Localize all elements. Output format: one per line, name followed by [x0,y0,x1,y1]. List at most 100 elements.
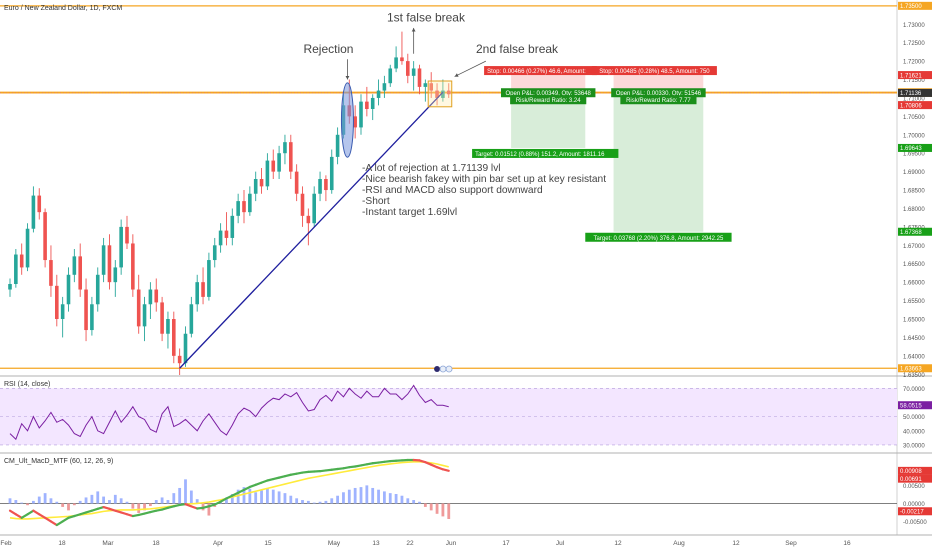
macd-histogram-bar [266,488,269,504]
time-tick-label: 15 [264,540,272,547]
candle-body [119,227,123,268]
candle-body [213,245,217,260]
macd-histogram-bar [61,503,64,506]
price-tag-label: 1.71621 [900,73,922,79]
candle-body [365,102,369,109]
macd-histogram-bar [348,490,351,504]
macd-histogram-bar [32,501,35,504]
macd-histogram-bar [14,500,17,503]
candle-body [254,179,258,194]
time-tick-label: 12 [732,540,740,547]
macd-histogram-bar [149,503,152,506]
rsi-tick-label: 70.0000 [903,387,925,393]
candle-body [371,98,375,109]
time-tick-label: 13 [372,540,380,547]
macd-histogram-bar [155,500,158,503]
note-line: -A lot of rejection at 1.71139 lvl [362,163,501,174]
macd-histogram-bar [365,485,368,503]
price-tick-label: 1.64500 [903,336,925,342]
macd-histogram-bar [55,502,58,504]
candle-body [318,179,322,194]
candle-body [172,319,176,356]
rr-label-1-text: Risk/Reward Ratio: 3.24 [516,98,581,104]
event-icon [434,366,440,372]
macd-histogram-bar [319,502,322,504]
candle-body [307,216,311,223]
macd-histogram-bar [401,496,404,504]
macd-histogram-bar [377,490,380,504]
macd-histogram-bar [412,500,415,503]
price-tick-label: 1.73000 [903,23,925,29]
target-label-1-text: Target: 0.01512 (0.88%) 151.2, Amount: 1… [475,152,605,158]
macd-histogram-bar [295,498,298,503]
candle-body [73,256,77,274]
macd-histogram-bar [389,493,392,503]
macd-histogram-bar [172,493,175,503]
candle-body [383,83,387,90]
candle-body [312,194,316,223]
macd-histogram-bar [301,500,304,503]
macd-histogram-bar [137,503,140,512]
macd-histogram-bar [278,491,281,503]
second-false-break-label: 2nd false break [476,42,559,56]
candle-body [143,304,147,326]
macd-histogram-bar [102,497,105,504]
stop-label-1-text: Stop: 0.00466 (0.27%) 46.6, Amount: [487,69,586,75]
time-tick-label: Feb [0,540,12,547]
macd-histogram-bar [44,493,47,503]
time-tick-label: 18 [152,540,160,547]
price-tag-label: 1.63663 [900,367,922,373]
candle-body [178,356,182,363]
rejection-ellipse[interactable] [341,83,353,157]
price-tick-label: 1.72000 [903,60,925,66]
macd-histogram-bar [114,495,117,504]
macd-histogram-bar [79,501,82,504]
candle-body [418,68,422,86]
time-tick-label: 18 [58,540,66,547]
note-line: -RSI and MACD also support downward [362,185,543,196]
candle-body [26,229,30,268]
chart-title: Euro / New Zealand Dollar, 1D, FXCM [4,5,122,12]
candle-body [67,275,71,304]
price-tag-label: 1.71136 [900,91,922,97]
candle-body [231,216,235,238]
time-tick-label: 16 [843,540,851,547]
candle-body [201,282,205,297]
price-tag-label: 1.69643 [900,146,922,152]
candle-body [336,135,340,157]
candle-body [8,284,12,290]
candle-body [102,245,106,274]
candle-body [166,319,170,334]
candle-body [359,102,363,128]
macd-histogram-bar [254,492,257,503]
macd-histogram-bar [96,491,99,503]
macd-histogram-bar [108,500,111,503]
macd-histogram-bar [167,500,170,503]
time-tick-label: Apr [213,540,224,547]
price-tick-label: 1.68500 [903,189,925,195]
candle-body [394,57,398,68]
rsi-label: RSI (14, close) [4,381,50,388]
macd-histogram-bar [126,502,129,504]
price-tick-label: 1.64000 [903,354,925,360]
rejection-label: Rejection [303,42,353,56]
event-icons[interactable] [434,366,452,372]
candle-body [424,83,428,87]
macd-tick-label: 0.00500 [903,484,925,490]
macd-histogram-bar [73,503,76,505]
candle-body [277,153,281,171]
candle-body [412,68,416,75]
macd-histogram-bar [26,503,29,505]
time-tick-label: Jun [446,540,457,547]
macd-histogram-bar [184,479,187,503]
candle-body [225,231,229,238]
macd-histogram-bar [161,497,164,503]
candle-body [108,245,112,282]
macd-histogram-bar [178,488,181,504]
price-tag-label: 1.73500 [900,4,922,10]
target-label-2: Target: 0.03768 (2.20%) 376.8, Amount: 2… [585,233,731,242]
fakey-box[interactable] [428,81,452,107]
macd-histogram-bar [289,496,292,504]
